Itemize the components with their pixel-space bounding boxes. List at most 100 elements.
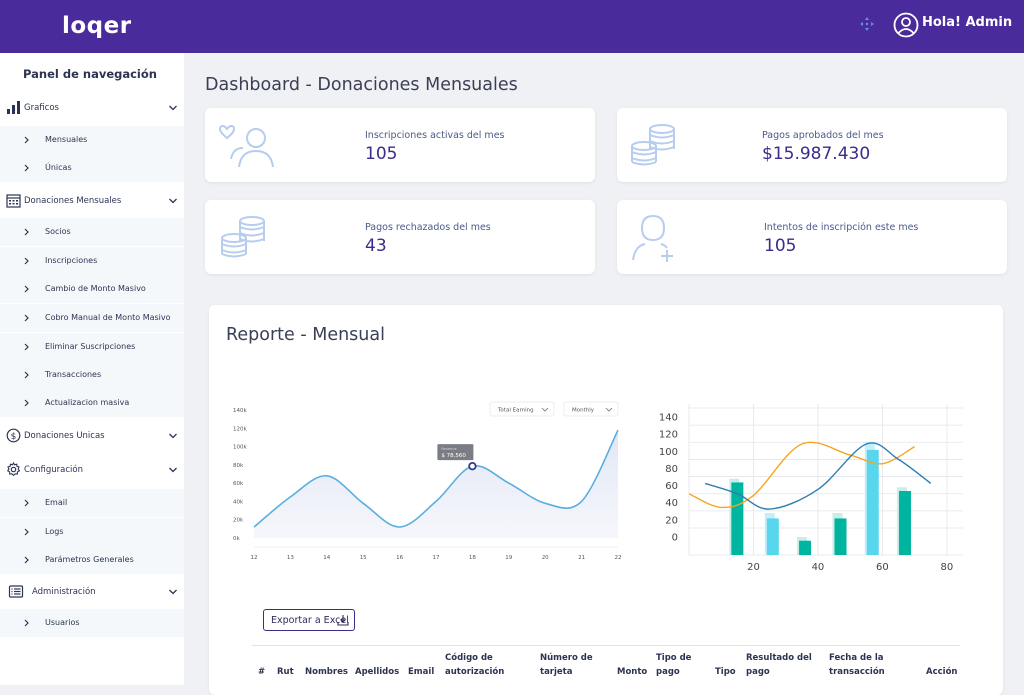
users-heart-icon xyxy=(219,124,274,168)
table-header: # xyxy=(258,667,266,677)
chevron-right-icon xyxy=(24,164,29,172)
sidebar-item-label: Cobro Manual de Monto Masivo xyxy=(45,313,171,322)
sidebar-item-logs[interactable]: Logs xyxy=(0,518,184,546)
dollar-circle-icon: $ xyxy=(6,428,21,443)
bar xyxy=(834,518,847,555)
table-header: Tipo xyxy=(715,667,736,677)
sidebar-item-cobro-manual[interactable]: Cobro Manual de Monto Masivo xyxy=(0,304,184,332)
chevron-right-icon xyxy=(24,136,29,144)
chevron-right-icon xyxy=(24,371,29,379)
series-line xyxy=(688,441,915,509)
sidebar-section-administracion[interactable]: Administración xyxy=(0,579,184,605)
dropdown-label: Total Earning xyxy=(497,408,534,414)
x-tick-label: 20 xyxy=(542,555,549,561)
sidebar-item-label: Inscripciones xyxy=(45,256,98,265)
sidebar-item-label: Transacciones xyxy=(45,370,102,379)
x-tick-label: 13 xyxy=(287,555,294,561)
bar xyxy=(866,449,879,555)
tooltip-label: Revenue xyxy=(441,447,456,451)
series-line xyxy=(704,442,932,510)
chart-dropdown xyxy=(563,401,619,417)
x-tick-label: 22 xyxy=(615,555,622,561)
chevron-down-icon xyxy=(169,198,177,204)
y-tick-label: 0 xyxy=(672,533,678,544)
x-tick-label: 12 xyxy=(251,555,258,561)
x-tick-label: 20 xyxy=(747,562,760,573)
chevron-down-icon xyxy=(605,407,613,412)
sidebar-item-email[interactable]: Email xyxy=(0,489,184,517)
x-tick-label: 18 xyxy=(469,555,476,561)
sidebar-item-label: Parámetros Generales xyxy=(45,555,134,564)
table-header: Acción xyxy=(926,667,958,677)
table-header: Resultado del pago xyxy=(746,653,812,677)
chevron-right-icon xyxy=(24,257,29,265)
sidebar-section-donaciones-mensuales[interactable]: Donaciones Mensuales xyxy=(0,188,184,214)
stat-card-inscripciones-activas: Inscripciones activas del mes 105 xyxy=(205,108,595,182)
sidebar-item-unicas[interactable]: Únicas xyxy=(0,154,184,182)
stat-card-intentos-inscripcion: Intentos de inscripción este mes 105 xyxy=(617,200,1007,274)
sidebar-item-label: Socios xyxy=(45,227,71,236)
user-circle-icon[interactable] xyxy=(893,12,919,38)
calendar-icon xyxy=(6,194,21,208)
x-tick-label: 14 xyxy=(323,555,330,561)
sidebar-item-label: Únicas xyxy=(45,163,72,172)
bar xyxy=(766,518,779,555)
sidebar-item-parametros-generales[interactable]: Parámetros Generales xyxy=(0,546,184,574)
bar-line-chart: 20 40 60 80 0 20 40 60 80 100 120 140 xyxy=(659,404,963,573)
stat-card-pagos-aprobados: Pagos aprobados del mes $15.987.430 xyxy=(617,108,1007,182)
chevron-right-icon xyxy=(24,556,29,564)
y-tick-label: 60k xyxy=(233,481,244,487)
y-tick-label: 120k xyxy=(233,426,247,432)
y-tick-label: 120 xyxy=(659,430,678,441)
y-tick-label: 60 xyxy=(665,481,678,492)
download-icon xyxy=(337,615,349,626)
sidebar-item-usuarios[interactable]: Usuarios xyxy=(0,609,184,637)
y-tick-label: 100 xyxy=(659,447,678,458)
section-label: Donaciones Mensuales xyxy=(24,196,122,206)
chevron-down-icon xyxy=(541,407,549,412)
table-header: Apellidos xyxy=(355,667,400,677)
chevron-down-icon xyxy=(169,105,177,111)
card-value: 43 xyxy=(365,236,387,256)
coins-icon xyxy=(631,124,675,166)
sidebar-item-mensuales[interactable]: Mensuales xyxy=(0,126,184,154)
card-label: Inscripciones activas del mes xyxy=(365,130,505,141)
table-header: Email xyxy=(408,667,435,677)
sidebar-section-configuracion[interactable]: Configuración xyxy=(0,457,184,483)
y-tick-label: 140 xyxy=(659,413,678,424)
x-tick-label: 19 xyxy=(505,555,512,561)
sidebar-section-donaciones-unicas[interactable]: $ Donaciones Unicas xyxy=(0,423,184,449)
gear-icon xyxy=(6,462,21,477)
sidebar-item-actualizacion-masiva[interactable]: Actualizacion masiva xyxy=(0,389,184,417)
sidebar-item-label: Eliminar Suscripciones xyxy=(45,342,136,351)
chart-dropdown xyxy=(489,401,555,417)
user-greeting[interactable]: Hola! Admin xyxy=(922,15,1013,30)
export-excel-label: Exportar a Excel xyxy=(271,615,349,626)
move-icon[interactable] xyxy=(859,16,875,32)
sidebar-item-socios[interactable]: Socios xyxy=(0,218,184,246)
sidebar-section-graficos[interactable]: Graficos xyxy=(0,95,184,121)
chevron-right-icon xyxy=(24,343,29,351)
export-excel-button[interactable]: Exportar a Excel xyxy=(263,609,355,631)
sidebar-item-inscripciones[interactable]: Inscripciones xyxy=(0,247,184,275)
card-label: Pagos aprobados del mes xyxy=(762,130,884,141)
x-tick-label: 80 xyxy=(941,562,954,573)
y-tick-label: 80 xyxy=(665,464,678,475)
card-value: 105 xyxy=(764,236,797,256)
report-title: Reporte - Mensual xyxy=(226,325,385,345)
table-header: Tipo de pago xyxy=(656,653,692,677)
sidebar: Panel de navegación Graficos Mensuales Ú… xyxy=(0,53,184,685)
tooltip-box xyxy=(437,444,474,461)
sidebar-item-transacciones[interactable]: Transacciones xyxy=(0,361,184,389)
table-header: Número de tarjeta xyxy=(540,653,593,677)
y-tick-label: 40 xyxy=(665,498,678,509)
y-tick-label: 20k xyxy=(233,518,244,524)
sidebar-item-eliminar-suscripciones[interactable]: Eliminar Suscripciones xyxy=(0,333,184,361)
sidebar-item-label: Logs xyxy=(45,527,64,536)
coins-icon xyxy=(221,216,265,258)
sidebar-item-cambio-monto-masivo[interactable]: Cambio de Monto Masivo xyxy=(0,275,184,303)
sidebar-item-label: Mensuales xyxy=(45,135,88,144)
top-bar: loqer Hola! Admin xyxy=(0,0,1024,53)
sidebar-title: Panel de navegación xyxy=(23,67,157,81)
card-label: Intentos de inscripción este mes xyxy=(764,222,919,233)
